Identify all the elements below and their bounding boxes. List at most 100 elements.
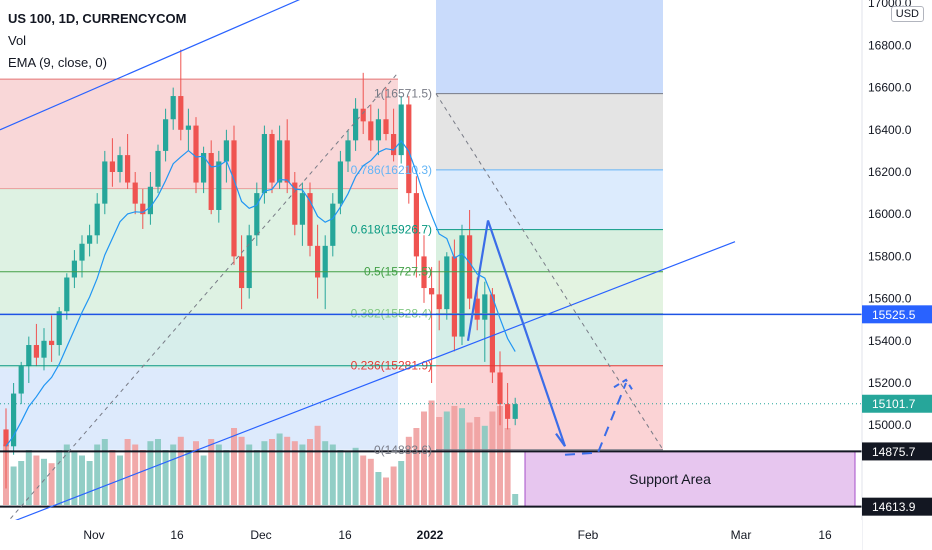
candle-body: [178, 96, 184, 130]
lower-trend-line: [0, 241, 736, 528]
volume-bar: [155, 439, 161, 505]
candle-body: [117, 155, 123, 172]
candle: [315, 224, 321, 299]
volume-bar: [307, 439, 313, 505]
price-label-text: 14875.7: [872, 445, 916, 459]
volume-bar: [504, 428, 511, 505]
volume-bar: [466, 422, 473, 505]
candle-body: [451, 256, 457, 337]
time-tick-label: Nov: [83, 528, 104, 542]
candle: [201, 146, 207, 194]
price-label-tag: [862, 442, 932, 461]
volume-bar: [489, 411, 496, 505]
candle: [269, 129, 275, 194]
volume-bar: [276, 433, 283, 505]
drawings: Support Area 1(16571.5) 0.786(16210.3) 0.61…: [0, 0, 862, 532]
price-tick-label: 15400.0: [868, 334, 912, 348]
candle-body: [467, 235, 473, 299]
time-tick-label: Feb: [578, 528, 599, 542]
candle: [307, 182, 313, 257]
volume-bar: [25, 450, 32, 505]
candle-body: [33, 345, 39, 358]
price-label-text: 15101.7: [872, 397, 916, 411]
candle: [360, 72, 366, 135]
volume-bar: [215, 444, 222, 505]
time-tick-label: 16: [170, 528, 184, 542]
candle-body: [208, 153, 214, 210]
candle: [383, 87, 389, 141]
fib-diagonal-left: [0, 72, 399, 532]
candle-body: [102, 161, 108, 204]
candle: [353, 98, 359, 151]
candle: [147, 172, 153, 225]
candle-body: [87, 235, 93, 244]
candle-body: [155, 150, 161, 187]
candle-body: [322, 245, 328, 278]
candle-body: [201, 153, 207, 183]
candle-body: [140, 203, 146, 215]
fib-zone-2: [436, 229, 663, 272]
candle: [56, 307, 62, 356]
fib-zone-0: [436, 93, 663, 170]
candle-body: [193, 125, 199, 183]
candle: [87, 224, 93, 257]
candle-body: [421, 256, 427, 289]
background-layer: [0, 0, 663, 450]
volume-bar: [405, 436, 412, 505]
candle-body: [482, 294, 488, 320]
currency-label[interactable]: USD: [890, 6, 924, 22]
volume-bar: [291, 441, 298, 505]
candle-body: [239, 256, 245, 289]
candle: [482, 281, 488, 362]
candle-body: [216, 161, 222, 210]
candle-body: [315, 245, 321, 278]
volume-bar: [238, 436, 245, 505]
volume-bar: [322, 441, 329, 505]
candle: [345, 129, 351, 172]
candle: [406, 96, 412, 204]
volume-bar: [421, 411, 427, 505]
candle: [398, 96, 404, 164]
range-box-low: [0, 314, 398, 369]
volume-bar: [86, 461, 93, 505]
candle-body: [71, 260, 77, 278]
candle-body: [64, 277, 70, 312]
volume-bar: [299, 444, 306, 505]
fib-label: 0(14883.6): [374, 443, 432, 457]
volume-bar: [512, 494, 519, 505]
fib-label: 0.786(16210.3): [351, 163, 432, 177]
volume-bar: [398, 461, 405, 505]
volume-bar: [162, 450, 169, 505]
candle: [413, 176, 419, 278]
candle-body: [497, 372, 503, 405]
volume-bar: [33, 455, 40, 505]
price-tick-label: 15600.0: [868, 292, 912, 306]
fib-diagonal-right: [435, 93, 664, 451]
candle-body: [49, 340, 55, 346]
candle: [185, 108, 191, 151]
candle: [375, 108, 381, 156]
volume-bar: [261, 441, 268, 505]
volume-bar: [139, 450, 146, 505]
price-axis: 15000.0 15200.0 15400.0 15600.0 15800.0 16000…: [861, 0, 932, 550]
volume-bar: [443, 411, 450, 505]
price-tick-label: 16600.0: [868, 81, 912, 95]
volume-bar: [170, 444, 177, 505]
ema-indicator-label: EMA (9, close, 0): [8, 55, 107, 70]
volume-bar: [231, 428, 237, 505]
candle-body: [505, 404, 511, 419]
symbol-title: US 100, 1D, CURRENCYCOM: [8, 11, 187, 26]
price-tick-label: 15000.0: [868, 418, 912, 432]
candle: [140, 188, 146, 229]
candle: [94, 193, 100, 244]
candle-body: [474, 298, 480, 320]
candle-body: [398, 104, 404, 156]
volume-bar: [253, 450, 260, 505]
candle: [109, 138, 115, 187]
candle: [459, 224, 465, 346]
candle: [178, 49, 184, 141]
volume-bar: [200, 455, 207, 505]
support-area-box: [524, 450, 856, 508]
candle: [292, 172, 298, 236]
